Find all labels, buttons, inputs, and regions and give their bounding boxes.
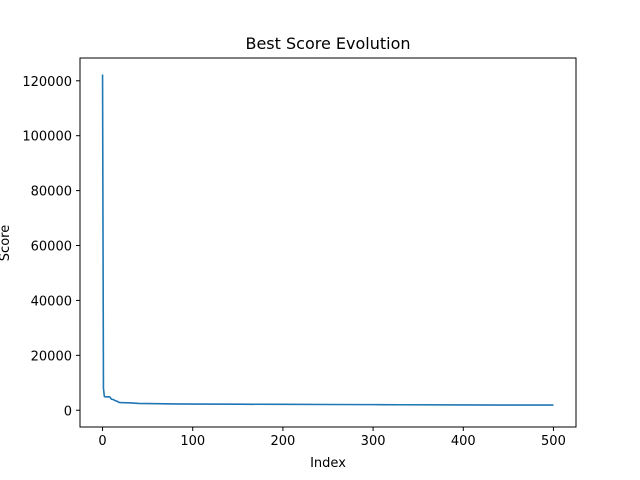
series-line [101, 74, 554, 406]
plot-frame [79, 57, 577, 428]
x-tick-label: 500 [541, 434, 566, 449]
chart-title: Best Score Evolution [245, 34, 410, 53]
y-tick-label: 100000 [22, 130, 72, 145]
y-axis-label: Score [0, 225, 13, 261]
x-axis-ticks: 0 100 200 300 400 500 [98, 427, 566, 449]
x-tick-label: 400 [451, 434, 476, 449]
y-tick-label: 60000 [31, 240, 72, 255]
x-tick-label: 0 [98, 434, 106, 449]
x-axis-label: Index [310, 456, 346, 471]
plot-line-group [101, 74, 554, 406]
y-tick-label: 120000 [22, 75, 72, 90]
x-tick-label: 300 [361, 434, 386, 449]
y-tick-label: 40000 [31, 294, 72, 309]
x-tick-label: 200 [270, 434, 295, 449]
y-axis-ticks: 0 20000 40000 60000 80000 100000 120000 [22, 75, 80, 419]
y-tick-label: 20000 [31, 349, 72, 364]
y-tick-label: 80000 [31, 185, 72, 200]
x-tick-label: 100 [180, 434, 205, 449]
y-tick-label: 0 [64, 404, 72, 419]
